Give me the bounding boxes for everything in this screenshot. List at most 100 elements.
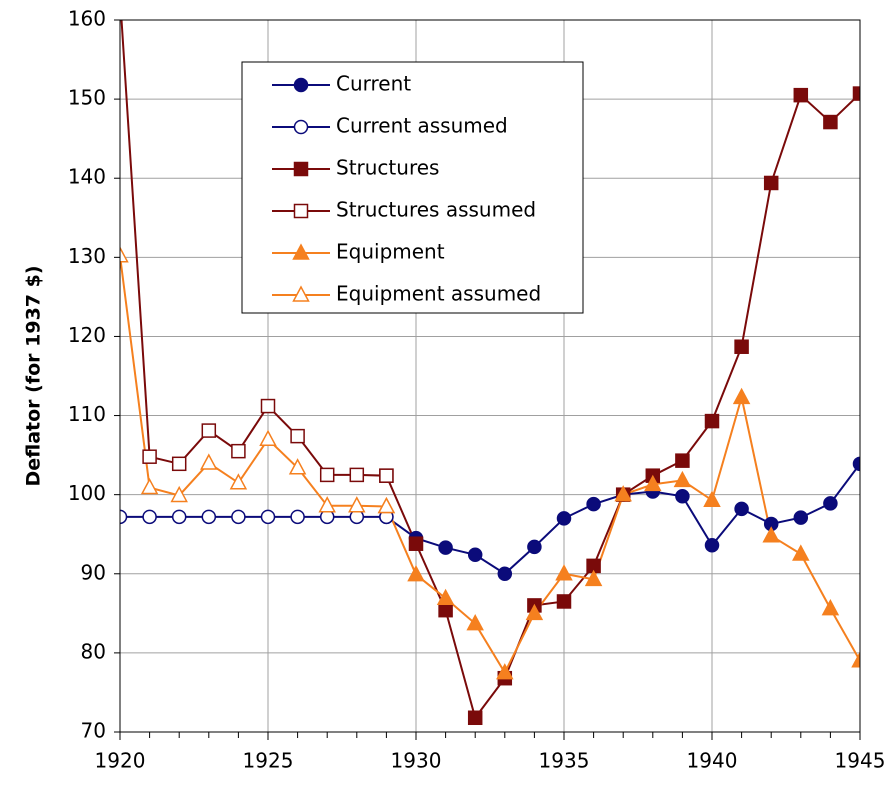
legend-marker <box>293 203 309 219</box>
marker <box>290 428 305 444</box>
marker <box>142 449 157 464</box>
marker <box>467 710 483 726</box>
x-tick-label: 1940 <box>687 749 738 773</box>
marker <box>171 456 187 472</box>
series-line <box>385 463 860 576</box>
marker <box>200 453 218 470</box>
legend-label: Current assumed <box>336 114 508 138</box>
legend-label: Current <box>336 72 411 96</box>
marker <box>407 564 425 582</box>
marker <box>497 566 513 582</box>
x-tick-label: 1930 <box>391 749 442 773</box>
marker <box>142 509 157 525</box>
marker <box>466 614 484 631</box>
marker <box>438 602 453 618</box>
marker <box>852 86 860 101</box>
y-axis-label: Deflator (for 1937 $) <box>23 265 45 486</box>
marker <box>319 467 335 483</box>
x-tick-label: 1925 <box>243 749 294 773</box>
marker <box>823 496 838 511</box>
legend-marker <box>293 77 309 93</box>
legend-label: Equipment assumed <box>336 282 541 306</box>
marker <box>851 651 860 668</box>
marker <box>436 588 455 606</box>
marker <box>704 413 720 429</box>
marker <box>556 594 572 609</box>
plot-frame <box>119 19 861 733</box>
marker <box>793 87 809 103</box>
marker <box>793 510 809 525</box>
marker <box>438 540 453 555</box>
marker <box>496 663 514 680</box>
marker <box>201 423 217 438</box>
marker <box>703 490 721 507</box>
marker <box>259 429 277 447</box>
marker <box>120 246 129 263</box>
marker <box>584 569 603 587</box>
legend-label: Equipment <box>336 240 445 264</box>
marker <box>821 598 840 616</box>
marker <box>644 474 662 492</box>
marker <box>201 509 217 525</box>
y-tick-label: 80 <box>81 639 106 663</box>
marker <box>732 387 751 405</box>
marker <box>348 496 366 513</box>
y-tick-label: 70 <box>81 719 106 743</box>
legend-label: Structures <box>336 156 439 180</box>
marker <box>675 488 690 504</box>
marker <box>792 544 810 561</box>
y-tick-label: 100 <box>68 481 106 505</box>
marker <box>170 485 188 503</box>
x-tick-label: 1945 <box>835 749 886 773</box>
marker <box>763 175 779 191</box>
marker <box>290 509 305 525</box>
series-line <box>385 397 860 675</box>
y-tick-label: 90 <box>81 560 106 584</box>
marker <box>556 511 572 526</box>
y-tick-label: 130 <box>68 244 106 268</box>
legend-marker <box>292 243 310 260</box>
marker <box>762 526 780 543</box>
marker <box>260 509 276 525</box>
marker <box>114 0 127 3</box>
marker <box>525 603 544 621</box>
marker <box>675 453 690 468</box>
marker <box>140 477 159 495</box>
marker <box>555 564 573 581</box>
series-line <box>120 20 387 477</box>
y-tick-label: 120 <box>68 323 106 347</box>
marker <box>231 509 246 525</box>
marker <box>231 443 246 459</box>
marker <box>379 468 394 483</box>
y-tick-label: 160 <box>68 7 106 31</box>
marker <box>614 485 632 502</box>
legend-marker <box>293 161 309 177</box>
marker <box>260 398 276 414</box>
marker <box>734 339 749 354</box>
marker <box>586 496 601 512</box>
legend-marker <box>293 119 309 135</box>
marker <box>120 509 128 525</box>
marker <box>734 501 749 517</box>
marker <box>673 470 692 488</box>
marker <box>377 496 396 514</box>
marker <box>408 536 424 551</box>
legend-label: Structures assumed <box>336 198 536 222</box>
y-tick-label: 110 <box>68 402 106 426</box>
marker <box>318 496 336 513</box>
marker <box>467 547 483 563</box>
marker <box>229 473 248 490</box>
marker <box>823 114 838 130</box>
series-line <box>120 255 387 508</box>
x-tick-label: 1920 <box>95 749 146 773</box>
marker <box>349 467 365 483</box>
legend-box <box>241 61 584 314</box>
x-tick-label: 1935 <box>539 749 590 773</box>
y-tick-label: 140 <box>68 165 106 189</box>
marker <box>288 458 307 475</box>
marker <box>527 539 542 555</box>
legend-marker <box>292 285 310 302</box>
marker <box>704 538 720 553</box>
y-tick-label: 150 <box>68 86 106 110</box>
